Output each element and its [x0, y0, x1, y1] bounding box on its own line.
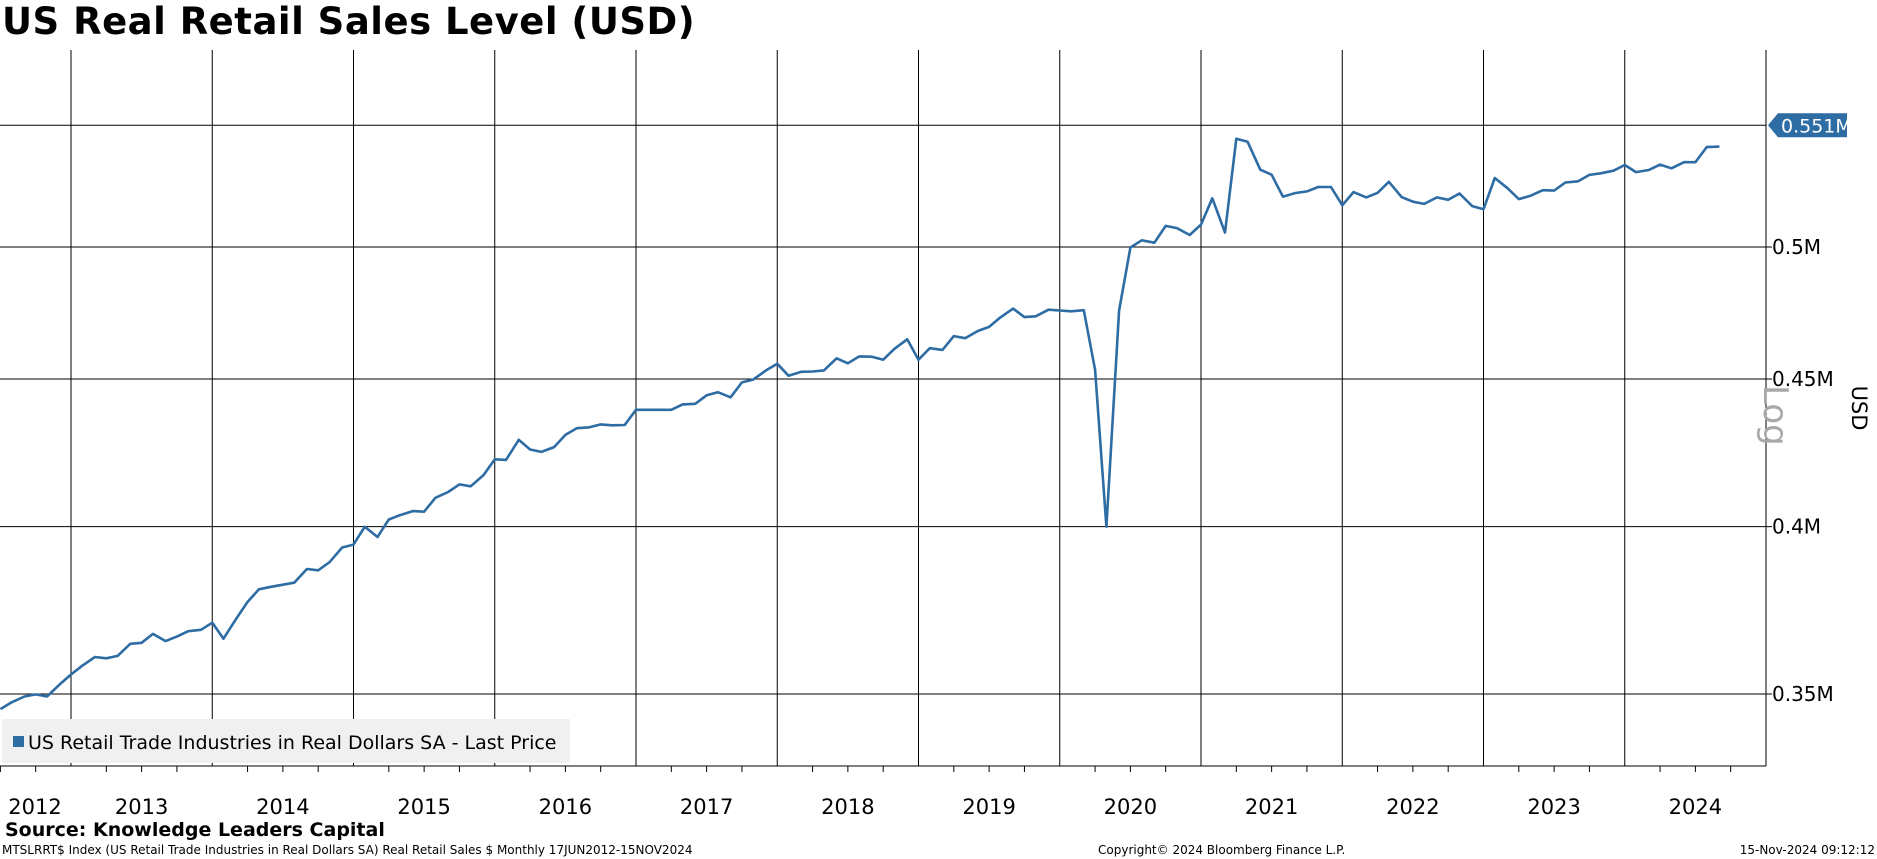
x-tick-label: 2015	[397, 795, 450, 819]
y-axis-title: USD	[1847, 386, 1871, 431]
footer-copyright: Copyright© 2024 Bloomberg Finance L.P.	[1098, 843, 1346, 857]
x-tick-label: 2019	[962, 795, 1015, 819]
x-tick-label: 2017	[680, 795, 733, 819]
y-tick-label: 0.4M	[1772, 515, 1821, 539]
axes	[0, 50, 1772, 772]
legend: US Retail Trade Industries in Real Dolla…	[2, 719, 570, 763]
chart-title: US Real Retail Sales Level (USD)	[2, 0, 696, 43]
legend-swatch	[13, 736, 24, 747]
footer-timestamp: 15-Nov-2024 09:12:12	[1739, 843, 1875, 857]
series-layer	[0, 137, 1720, 711]
grid-lines	[0, 50, 1767, 766]
x-tick-label: 2014	[256, 795, 309, 819]
x-tick-label: 2018	[821, 795, 874, 819]
last-value-badge	[1768, 113, 1847, 138]
legend-box	[2, 719, 570, 763]
x-tick-label: 2016	[539, 795, 592, 819]
log-scale-label: Log	[1755, 385, 1795, 446]
footer-index-description: MTSLRRT$ Index (US Retail Trade Industri…	[2, 843, 693, 857]
last-value-label: 0.551M	[1781, 115, 1852, 137]
series-line	[0, 137, 1720, 711]
x-tick-label: 2021	[1245, 795, 1298, 819]
y-tick-label: 0.45M	[1772, 367, 1834, 391]
y-tick-label: 0.5M	[1772, 235, 1821, 259]
source-note: Source: Knowledge Leaders Capital	[5, 819, 385, 841]
x-tick-label: 2022	[1386, 795, 1439, 819]
x-tick-label: 2023	[1527, 795, 1580, 819]
legend-label: US Retail Trade Industries in Real Dolla…	[28, 732, 556, 754]
y-tick-label: 0.35M	[1772, 682, 1834, 706]
axis-labels: 2012 2013 2014 2015 2016 2017 2018 2019 2020 2021…	[8, 113, 1871, 819]
x-tick-label: 2024	[1669, 795, 1722, 819]
x-tick-label: 2012	[8, 795, 61, 819]
x-tick-label: 2013	[115, 795, 168, 819]
x-tick-label: 2020	[1104, 795, 1157, 819]
